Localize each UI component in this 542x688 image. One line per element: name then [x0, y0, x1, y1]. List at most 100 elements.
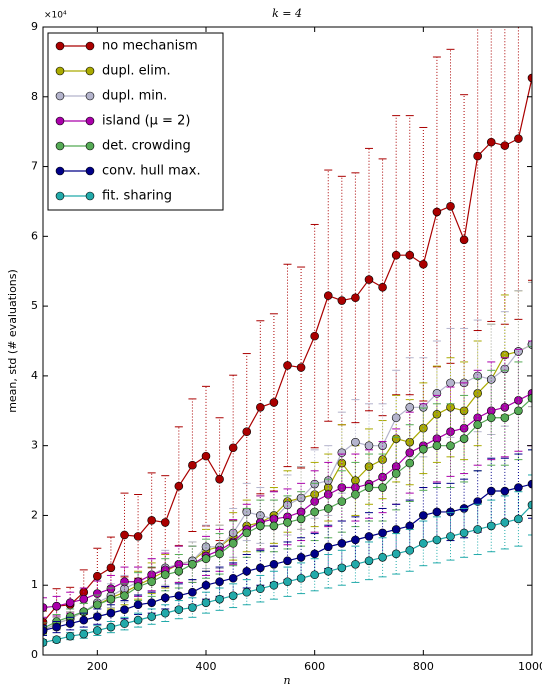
error-bar: [419, 520, 428, 567]
data-point: [391, 469, 401, 478]
error-bar: [297, 266, 306, 469]
legend-label: dupl. elim.: [102, 64, 171, 79]
x-tick-label: 1000: [518, 660, 542, 673]
data-point: [432, 389, 442, 398]
error-bar: [229, 519, 238, 565]
data-point: [419, 444, 428, 454]
data-point: [174, 481, 184, 491]
data-point: [419, 402, 428, 412]
data-point: [256, 563, 265, 573]
data-point: [391, 525, 401, 534]
data-point: [201, 598, 211, 607]
data-point: [351, 490, 360, 499]
data-point: [351, 437, 360, 447]
error-bar: [324, 554, 333, 589]
data-point: [419, 259, 428, 269]
error-bar: [43, 622, 47, 635]
error-bar: [297, 466, 306, 530]
error-bar: [310, 461, 319, 528]
data-point: [446, 507, 455, 517]
data-point: [364, 275, 374, 284]
legend-marker: [85, 66, 95, 76]
data-point: [364, 483, 374, 492]
legend-marker: [55, 41, 65, 51]
data-point: [337, 448, 347, 457]
data-point: [188, 559, 197, 569]
legend-label: dupl. min.: [102, 89, 167, 104]
data-point: [296, 553, 306, 562]
data-point: [459, 423, 469, 433]
error-bar: [147, 608, 156, 625]
data-point: [432, 207, 442, 217]
data-point: [486, 137, 496, 147]
y-axis-label: mean, std (# evaluations): [6, 269, 19, 413]
error-bar: [473, 503, 482, 556]
data-point: [120, 605, 129, 614]
data-point: [215, 594, 224, 604]
data-point: [296, 514, 306, 524]
data-point: [120, 591, 129, 600]
data-point: [514, 134, 523, 143]
data-point: [527, 500, 532, 510]
y-tick-label: 2: [31, 508, 38, 521]
data-point: [337, 483, 347, 492]
error-bar: [378, 537, 387, 578]
data-point: [228, 443, 238, 453]
data-point: [52, 635, 61, 644]
error-bar: [432, 403, 441, 489]
data-point: [473, 525, 482, 534]
error-bar: [202, 591, 210, 614]
error-bar: [174, 554, 183, 589]
legend-marker: [85, 91, 95, 101]
error-bar: [93, 608, 102, 625]
y-tick-label: 4: [31, 369, 38, 382]
data-point: [405, 402, 415, 412]
data-point: [93, 571, 102, 581]
data-point: [147, 598, 156, 607]
data-point: [514, 514, 523, 524]
error-bar: [528, 474, 532, 536]
data-point: [500, 518, 510, 527]
data-point: [486, 413, 496, 423]
plot-area: [43, 27, 532, 647]
error-bar: [365, 449, 373, 519]
data-point: [269, 398, 279, 407]
data-point: [147, 612, 156, 621]
data-point: [201, 451, 211, 461]
data-point: [310, 507, 319, 517]
error-bar: [269, 570, 278, 600]
error-bar: [419, 407, 428, 491]
data-point: [106, 594, 116, 604]
error-bar: [324, 445, 333, 516]
data-point: [514, 483, 523, 492]
data-point: [323, 490, 333, 499]
legend-marker: [55, 116, 65, 126]
data-point: [446, 441, 455, 450]
legend-marker: [85, 141, 95, 151]
error-bar: [446, 512, 455, 561]
data-point: [242, 587, 252, 597]
error-bar: [432, 394, 441, 483]
data-point: [486, 375, 496, 384]
data-point: [364, 441, 374, 450]
data-point: [432, 409, 442, 419]
data-point: [269, 580, 279, 590]
legend-label: island (μ = 2): [102, 114, 190, 129]
data-point: [391, 250, 401, 260]
error-bar: [256, 574, 265, 603]
data-point: [323, 566, 333, 576]
data-point: [228, 573, 238, 583]
error-bar: [324, 169, 333, 422]
legend: no mechanism dupl. elim. dupl. min. island …: [47, 32, 224, 211]
data-point: [378, 483, 387, 492]
data-point: [174, 605, 184, 614]
error-bar: [351, 172, 360, 424]
error-bar: [500, 357, 509, 458]
error-bar: [229, 583, 238, 609]
data-point: [323, 542, 333, 552]
data-point: [93, 626, 102, 635]
error-bar: [120, 574, 129, 603]
data-point: [351, 293, 360, 303]
data-point: [120, 530, 129, 540]
legend-label: det. crowding: [102, 139, 191, 154]
